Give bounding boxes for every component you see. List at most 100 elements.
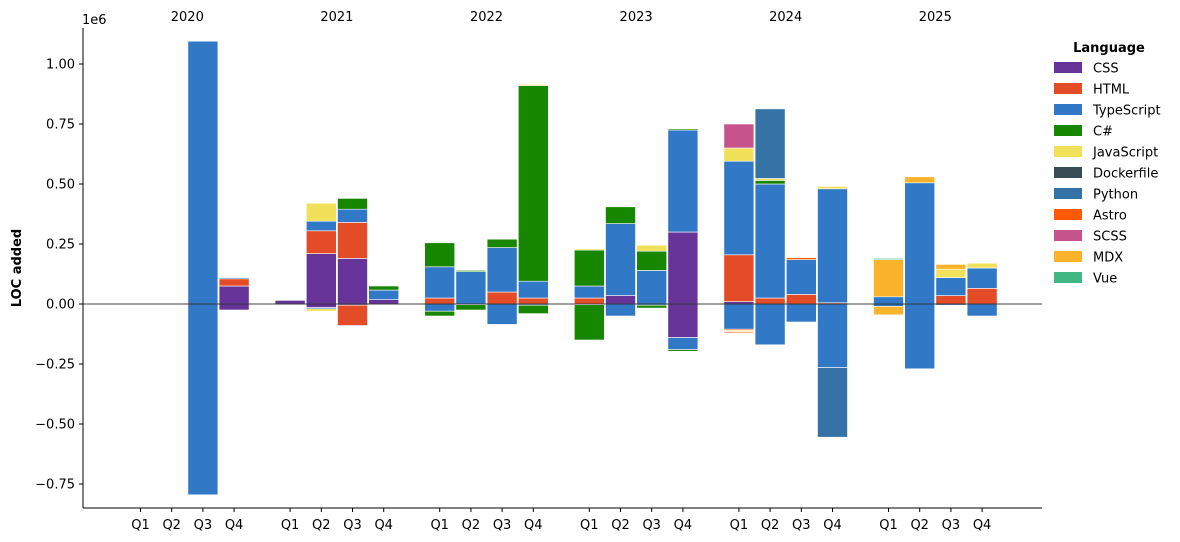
x-tick-label: Q4 bbox=[973, 518, 992, 533]
bar-stack bbox=[904, 176, 936, 370]
bar-segment-html bbox=[723, 254, 755, 302]
bar-segment-typescript bbox=[785, 259, 817, 295]
bar-segment-scss bbox=[723, 123, 755, 149]
bar-segment-html bbox=[966, 288, 998, 305]
legend-item: Astro bbox=[1054, 209, 1127, 224]
bar-segment-css bbox=[667, 303, 699, 338]
bar-segment-javascript bbox=[636, 244, 668, 252]
bar-segment-css bbox=[305, 253, 337, 305]
bar-segment-typescript bbox=[605, 303, 636, 317]
legend-item: TypeScript bbox=[1054, 104, 1161, 119]
legend-swatch bbox=[1054, 209, 1082, 220]
x-tick-label: Q3 bbox=[493, 518, 512, 533]
x-tick-label: Q3 bbox=[942, 518, 961, 533]
bar-segment-javascript bbox=[817, 186, 848, 190]
bar-segment-html bbox=[305, 230, 337, 254]
legend-swatch bbox=[1054, 230, 1082, 241]
x-tick-label: Q3 bbox=[343, 518, 362, 533]
bar-segment-javascript bbox=[305, 308, 337, 312]
bar-segment-css bbox=[274, 300, 306, 305]
bar-segment-html bbox=[424, 297, 456, 305]
bar-segment-typescript bbox=[817, 188, 848, 304]
bar-segment-typescript bbox=[605, 223, 636, 296]
legend: Language CSS HTML TypeScript C# JavaScript Doc… bbox=[1054, 41, 1161, 287]
y-tick-label: 0.50 bbox=[46, 178, 75, 193]
bar-segment-css bbox=[368, 299, 400, 305]
y-tick-label: 0.75 bbox=[46, 118, 75, 133]
bar-segment-typescript bbox=[337, 208, 368, 223]
y-tick-label: 0.00 bbox=[46, 298, 75, 313]
legend-label: Python bbox=[1093, 188, 1138, 203]
year-label: 2024 bbox=[769, 10, 802, 25]
legend-item: C# bbox=[1054, 125, 1113, 140]
bar-segment-typescript bbox=[904, 303, 936, 370]
bar-segment-typescript bbox=[486, 303, 518, 325]
legend-label: C# bbox=[1093, 125, 1113, 140]
bar-segment-typescript bbox=[368, 289, 400, 300]
legend-label: Dockerfile bbox=[1093, 167, 1158, 182]
bar-segment-javascript bbox=[966, 262, 998, 269]
legend-item: MDX bbox=[1054, 251, 1123, 266]
legend-item: Dockerfile bbox=[1054, 167, 1158, 182]
x-tick-label: Q1 bbox=[430, 518, 449, 533]
bar-segment-csharp bbox=[517, 85, 549, 282]
y-scale-label: 1e6 bbox=[82, 13, 107, 28]
y-tick-label: −0.75 bbox=[35, 478, 75, 493]
bar-segment-typescript bbox=[785, 303, 817, 323]
bar-segment-html bbox=[337, 222, 368, 259]
legend-swatch bbox=[1054, 272, 1082, 283]
bar-stack bbox=[368, 285, 400, 306]
bar-segment-css bbox=[605, 295, 636, 305]
legend-item: CSS bbox=[1054, 62, 1119, 77]
bar-stack bbox=[424, 242, 456, 317]
bar-segment-astro bbox=[785, 257, 817, 260]
year-label: 2023 bbox=[620, 10, 653, 25]
bar-segment-csharp bbox=[424, 310, 456, 317]
bar-stack bbox=[935, 264, 967, 306]
bar-segment-html bbox=[935, 295, 967, 305]
bar-segment-astro bbox=[723, 331, 755, 334]
legend-swatch bbox=[1054, 167, 1082, 178]
bar-segment-mdx bbox=[904, 176, 936, 184]
bar-segment-typescript bbox=[966, 267, 998, 289]
bar-segment-typescript bbox=[935, 277, 967, 296]
bar-segment-csharp bbox=[486, 238, 518, 248]
bar-stack bbox=[667, 128, 699, 352]
bar-segment-typescript bbox=[904, 182, 936, 305]
x-tick-label: Q1 bbox=[580, 518, 599, 533]
bar-segment-typescript bbox=[455, 271, 487, 305]
bar-segment-typescript bbox=[337, 325, 368, 327]
bar-segment-javascript bbox=[517, 84, 549, 86]
bar-segment-python bbox=[754, 108, 786, 179]
legend-item: Vue bbox=[1054, 272, 1117, 287]
y-tick-label: 1.00 bbox=[46, 58, 75, 73]
legend-label: Astro bbox=[1093, 209, 1127, 224]
bar-segment-typescript bbox=[873, 296, 904, 305]
x-tick-label: Q1 bbox=[879, 518, 898, 533]
x-tick-label: Q4 bbox=[674, 518, 693, 533]
x-tick-label: Q3 bbox=[642, 518, 661, 533]
x-tick-label: Q2 bbox=[462, 518, 481, 533]
bar-segment-typescript bbox=[636, 270, 668, 305]
bar-segment-csharp bbox=[754, 180, 786, 185]
bar-segment-typescript bbox=[424, 266, 456, 299]
bar-segment-mdx bbox=[873, 259, 904, 298]
bar-segment-csharp bbox=[455, 270, 487, 272]
bar-segment-mdx bbox=[873, 306, 904, 316]
bar-stack bbox=[486, 238, 518, 325]
bar-segment-csharp bbox=[368, 285, 400, 291]
bar-segment-typescript bbox=[218, 277, 250, 280]
x-tick-label: Q2 bbox=[312, 518, 331, 533]
legend-item: Python bbox=[1054, 188, 1138, 203]
legend-swatch bbox=[1054, 104, 1082, 115]
bar-stack bbox=[337, 198, 368, 327]
bar-segment-csharp bbox=[573, 304, 605, 341]
bar-segment-javascript bbox=[935, 268, 967, 278]
year-label: 2020 bbox=[171, 10, 204, 25]
legend-item: JavaScript bbox=[1054, 146, 1158, 161]
bar-segment-css bbox=[218, 285, 250, 305]
legend-title: Language bbox=[1073, 41, 1145, 56]
bar-segment-html bbox=[337, 304, 368, 326]
bar-segment-csharp bbox=[667, 128, 699, 131]
bar-segment-javascript bbox=[573, 248, 605, 251]
